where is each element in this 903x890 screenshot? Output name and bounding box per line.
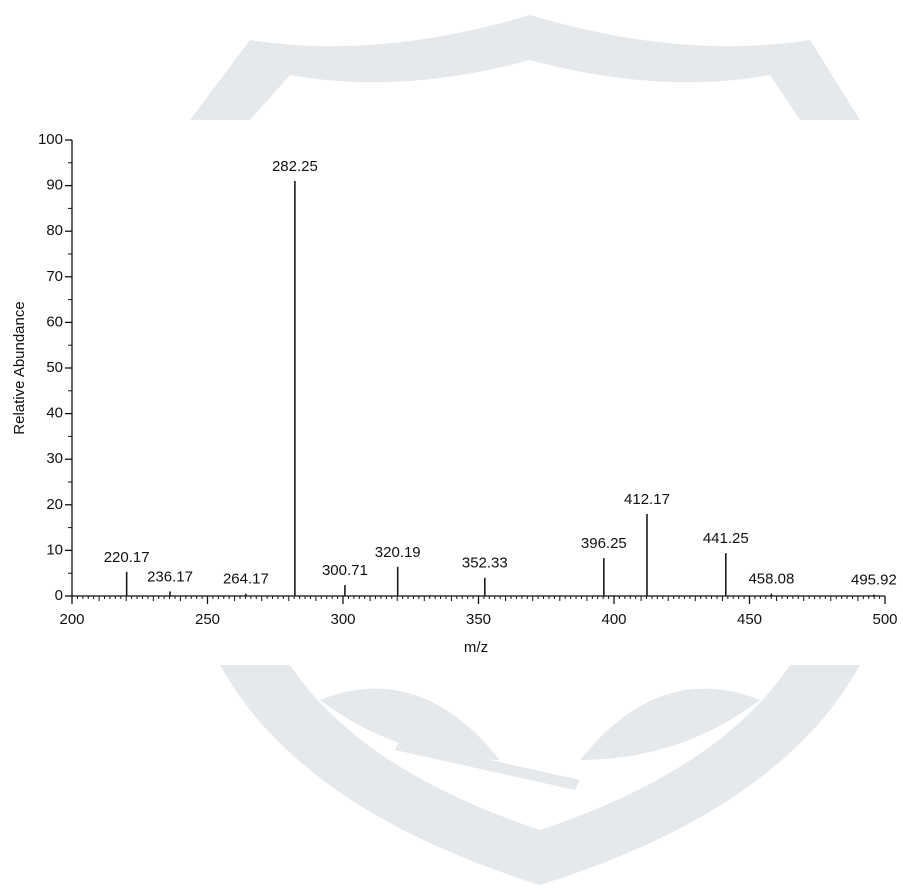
peak-label: 352.33 (462, 555, 508, 572)
peak-label: 412.17 (624, 491, 670, 508)
y-tick-label: 20 (46, 496, 63, 513)
x-tick-label: 450 (737, 611, 762, 628)
peak-label: 441.25 (703, 530, 749, 547)
peak-label: 282.25 (272, 158, 318, 175)
y-tick-label: 50 (46, 359, 63, 376)
peak-label: 220.17 (104, 549, 150, 566)
peak-label: 458.08 (748, 571, 794, 588)
y-tick-label: 40 (46, 405, 63, 422)
x-tick-label: 250 (195, 611, 220, 628)
peak-label: 320.19 (375, 544, 421, 561)
x-tick-label: 500 (872, 611, 897, 628)
peak-label: 396.25 (581, 535, 627, 552)
x-tick-label: 350 (466, 611, 491, 628)
watermark (190, 15, 860, 885)
x-axis-label: m/z (464, 639, 488, 656)
y-tick-label: 100 (38, 131, 63, 148)
peak-label: 264.17 (223, 571, 269, 588)
x-tick-label: 300 (330, 611, 355, 628)
y-tick-label: 0 (55, 587, 63, 604)
peak-label: 236.17 (147, 568, 193, 585)
y-tick-label: 70 (46, 268, 63, 285)
x-tick-label: 200 (59, 611, 84, 628)
y-tick-label: 60 (46, 313, 63, 330)
x-tick-label: 400 (601, 611, 626, 628)
y-tick-label: 80 (46, 222, 63, 239)
peak-label: 495.92 (851, 572, 897, 589)
y-tick-label: 10 (46, 541, 63, 558)
chart: m/z Relative Abundance 0 10 20 30 40 50 60 70 80… (0, 0, 903, 890)
y-tick-label: 30 (46, 450, 63, 467)
y-axis-label: Relative Abundance (11, 301, 28, 434)
y-tick-label: 90 (46, 177, 63, 194)
peak-label: 300.71 (322, 562, 368, 579)
